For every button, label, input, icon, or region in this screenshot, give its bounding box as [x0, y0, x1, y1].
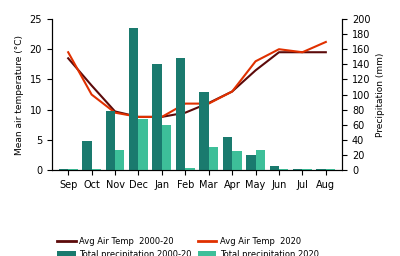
Y-axis label: Precipitation (mm): Precipitation (mm): [376, 52, 385, 137]
Bar: [162, 125, 171, 170]
Bar: [176, 58, 185, 170]
Bar: [209, 147, 218, 170]
Bar: [185, 168, 195, 170]
Bar: [232, 151, 242, 170]
Bar: [115, 151, 124, 170]
Legend: Avg Air Temp  2000-20, Total precipitation 2000-20, Avg Air Temp  2020, Total pr: Avg Air Temp 2000-20, Total precipitatio…: [54, 233, 322, 256]
Bar: [246, 155, 256, 170]
Bar: [293, 169, 302, 170]
Bar: [326, 168, 335, 170]
Bar: [138, 119, 148, 170]
Bar: [59, 168, 68, 170]
Bar: [270, 166, 279, 170]
Bar: [302, 169, 312, 170]
Bar: [223, 137, 232, 170]
Bar: [199, 92, 209, 170]
Bar: [82, 141, 92, 170]
Bar: [256, 151, 265, 170]
Bar: [92, 169, 101, 170]
Y-axis label: Mean air temperature (°C): Mean air temperature (°C): [15, 35, 24, 155]
Bar: [106, 111, 115, 170]
Bar: [152, 64, 162, 170]
Bar: [129, 28, 138, 170]
Bar: [316, 169, 326, 170]
Bar: [68, 168, 78, 170]
Bar: [279, 169, 288, 170]
